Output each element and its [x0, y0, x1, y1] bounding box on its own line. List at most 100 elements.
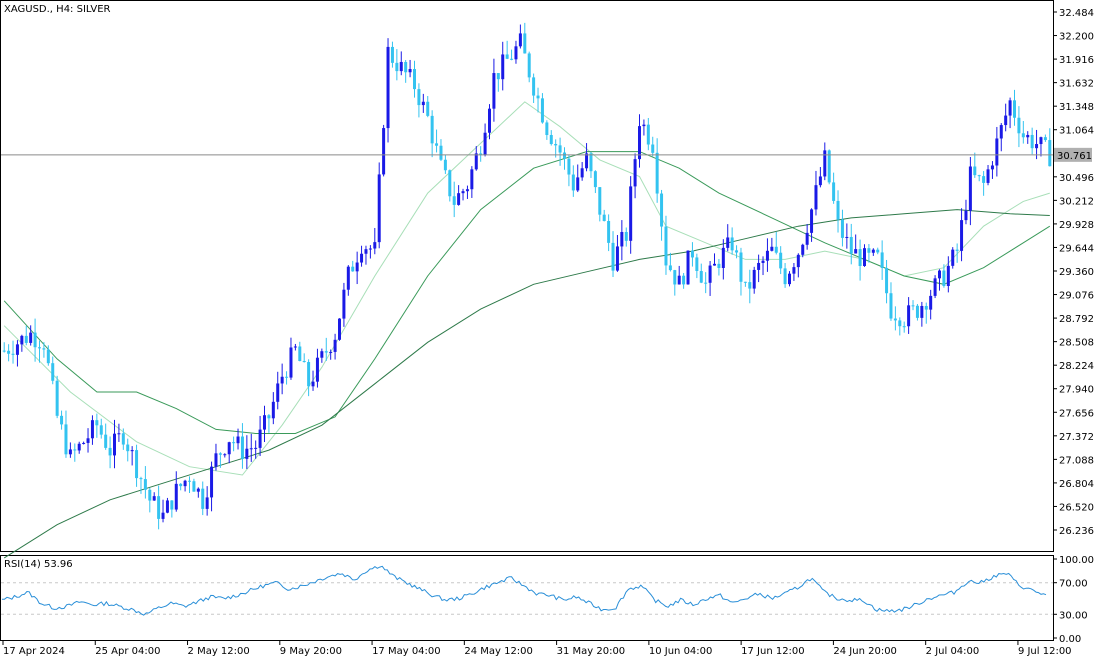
candle-body	[748, 282, 752, 289]
candle-body	[382, 128, 386, 175]
candle-body	[518, 33, 522, 47]
price-tick-label: 27.656	[1059, 408, 1094, 419]
candle-body	[399, 61, 403, 72]
candle-body	[946, 265, 950, 286]
candle-body	[417, 89, 421, 106]
candle-body	[479, 153, 483, 155]
candle-body	[240, 436, 244, 459]
candle-body	[188, 480, 191, 482]
candles	[2, 22, 1052, 530]
candle-body	[726, 237, 730, 248]
candle-body	[964, 210, 968, 221]
candle-body	[73, 449, 77, 451]
candle-body	[143, 479, 147, 490]
candle-body	[602, 214, 606, 222]
candle-body	[929, 295, 933, 310]
candle-body	[421, 101, 425, 106]
candle-body	[121, 433, 125, 445]
candle-body	[514, 46, 518, 60]
candle-body	[885, 267, 889, 294]
candle-body	[95, 420, 99, 426]
candle-body	[126, 444, 130, 452]
candle-body	[1021, 133, 1025, 138]
price-tick-label: 30.212	[1059, 196, 1094, 207]
rsi-line	[2, 565, 1047, 616]
candle-body	[889, 293, 893, 319]
candle-body	[624, 231, 628, 241]
candle-body	[585, 153, 589, 169]
price-tick-label: 29.928	[1059, 220, 1094, 231]
candle-body	[558, 145, 562, 153]
candle-body	[1008, 100, 1012, 116]
candle-body	[377, 174, 381, 243]
candle-body	[355, 262, 359, 272]
rsi-tick-label: 0.00	[1059, 634, 1081, 645]
candle-body	[589, 153, 593, 172]
candle-body	[986, 169, 990, 183]
candle-body	[60, 415, 64, 425]
candle-body	[951, 249, 955, 266]
candle-body	[165, 500, 169, 513]
candle-body	[505, 54, 509, 59]
rsi-plot-frame	[0, 555, 1054, 641]
candle-body	[302, 361, 306, 363]
candle-body	[404, 61, 408, 73]
time-tick-label: 25 Apr 04:00	[95, 646, 160, 657]
candle-body	[395, 62, 399, 72]
candle-body	[871, 249, 875, 253]
candle-body	[258, 429, 262, 448]
candle-body	[938, 270, 941, 279]
candle-body	[333, 339, 337, 352]
candle-body	[571, 174, 575, 191]
rsi-title: RSI(14) 53.96	[4, 559, 73, 570]
candle-body	[863, 248, 866, 267]
candle-body	[739, 252, 743, 282]
candle-body	[752, 269, 756, 289]
rsi-panel: 100.00 70.00 30.00 0.00	[1, 555, 1094, 645]
candle-body	[792, 267, 796, 274]
candle-body	[721, 247, 725, 268]
candle-body	[730, 237, 734, 251]
price-tick-label: 26.804	[1059, 479, 1094, 490]
candle-body	[55, 380, 59, 416]
candle-body	[713, 263, 716, 266]
price-tick-label: 28.508	[1059, 338, 1094, 349]
price-tick-label: 31.064	[1059, 126, 1094, 137]
candle-body	[810, 209, 814, 233]
candle-body	[801, 244, 805, 255]
candle-body	[338, 318, 341, 340]
candle-body	[973, 166, 977, 176]
candle-body	[183, 480, 187, 487]
candle-body	[990, 165, 994, 170]
candle-body	[492, 73, 496, 109]
candle-body	[192, 481, 196, 492]
candle-body	[840, 219, 844, 238]
candle-body	[933, 278, 937, 296]
candle-body	[443, 159, 447, 171]
candle-body	[232, 442, 236, 444]
candle-body	[633, 159, 637, 187]
candle-body	[196, 488, 200, 492]
candle-body	[523, 33, 527, 54]
candle-body	[2, 350, 6, 352]
candle-body	[677, 275, 681, 285]
candle-body	[452, 196, 456, 205]
candle-body	[38, 347, 41, 349]
candle-body	[880, 252, 884, 268]
candle-body	[563, 152, 566, 159]
time-tick-label: 31 May 20:00	[557, 646, 626, 657]
candle-body	[324, 351, 328, 353]
candle-body	[1013, 100, 1016, 118]
candle-body	[615, 246, 619, 271]
candle-body	[708, 265, 712, 283]
time-axis: 17 Apr 2024 25 Apr 04:00 2 May 12:00 9 May …	[2, 641, 1072, 657]
candle-body	[386, 46, 390, 129]
candle-body	[774, 246, 778, 253]
candle-body	[788, 273, 791, 285]
candle-body	[68, 449, 72, 455]
time-tick-label: 17 Jun 12:00	[741, 646, 805, 657]
candle-body	[1030, 134, 1034, 149]
candle-body	[174, 483, 178, 510]
candle-body	[611, 242, 615, 271]
candle-body	[42, 348, 46, 350]
